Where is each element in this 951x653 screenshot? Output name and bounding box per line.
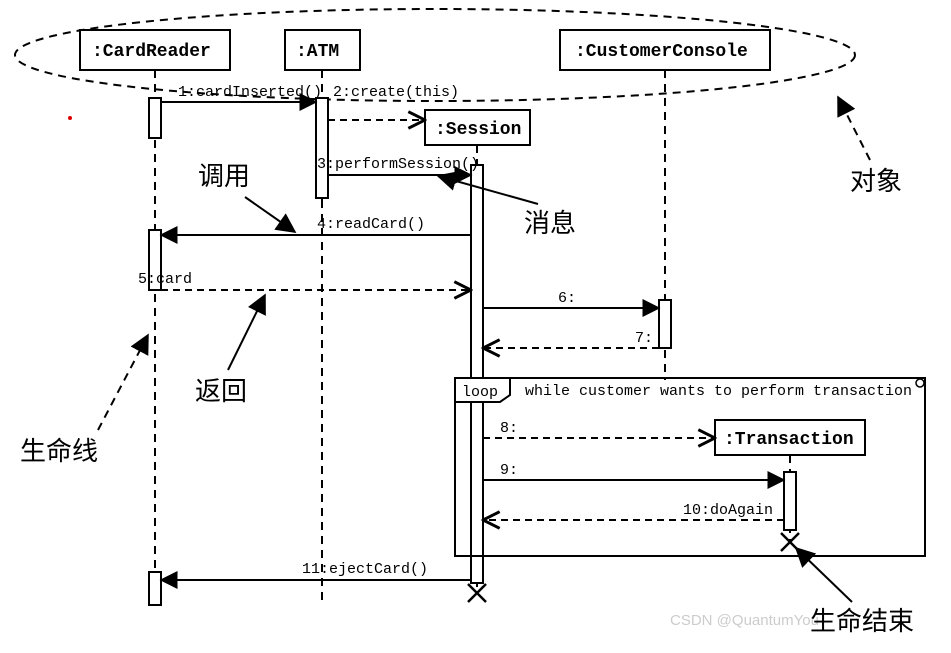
ann-return-arrow [228, 295, 265, 370]
object-customerconsole-label: :CustomerConsole [575, 42, 748, 62]
loop-guard-label: while customer wants to perform transact… [525, 383, 912, 400]
activation-transaction-1 [784, 472, 796, 530]
ann-call-label: 调用 [198, 162, 250, 191]
loop-fragment: loop while customer wants to perform tra… [455, 378, 925, 556]
msg-6-label: 6: [558, 290, 576, 307]
activation-customerconsole-1 [659, 300, 671, 348]
watermark-text: CSDN @QuantumYou [670, 612, 819, 629]
activation-session-1 [471, 165, 483, 583]
activation-cardreader-3 [149, 572, 161, 605]
loop-tag-label: loop [462, 384, 498, 401]
object-atm: :ATM [285, 30, 360, 70]
object-session-label: :Session [435, 120, 521, 140]
ann-lifeline-label: 生命线 [20, 437, 98, 466]
object-transaction: :Transaction [715, 420, 865, 455]
ann-lifeline-arrow [98, 335, 148, 430]
msg-10-label: 10:doAgain [683, 502, 773, 519]
red-dot-icon [68, 116, 72, 120]
msg-5-label: 5:card [138, 271, 192, 288]
object-atm-label: :ATM [296, 42, 339, 62]
activation-atm-1 [316, 98, 328, 198]
ann-return-label: 返回 [195, 377, 247, 406]
msg-2-label: 2:create(this) [333, 84, 459, 101]
msg-1-label: 1:cardInserted() [178, 84, 322, 101]
object-session: :Session [425, 110, 530, 145]
msg-9-label: 9: [500, 462, 518, 479]
destroy-marks [468, 533, 799, 602]
msg-3-label: 3:performSession() [317, 156, 479, 173]
object-cardreader-label: :CardReader [92, 42, 211, 62]
msg-11-label: 11:ejectCard() [302, 561, 428, 578]
object-customerconsole: :CustomerConsole [560, 30, 770, 70]
loop-corner-dot [916, 379, 924, 387]
msg-4-label: 4:readCard() [317, 216, 425, 233]
object-cardreader: :CardReader [80, 30, 230, 70]
ann-message-arrow [438, 176, 538, 204]
object-transaction-label: :Transaction [724, 430, 854, 450]
ann-call-arrow [245, 197, 295, 232]
activation-cardreader-1 [149, 98, 161, 138]
msg-7-label: 7: [635, 330, 653, 347]
ann-object-label: 对象 [850, 167, 902, 196]
messages: 1:cardInserted() 2:create(this) 3:perfor… [138, 84, 784, 580]
ann-end-label: 生命结束 [810, 607, 914, 636]
ann-message-label: 消息 [524, 209, 576, 238]
ann-object-arrow [838, 97, 870, 160]
msg-8-label: 8: [500, 420, 518, 437]
